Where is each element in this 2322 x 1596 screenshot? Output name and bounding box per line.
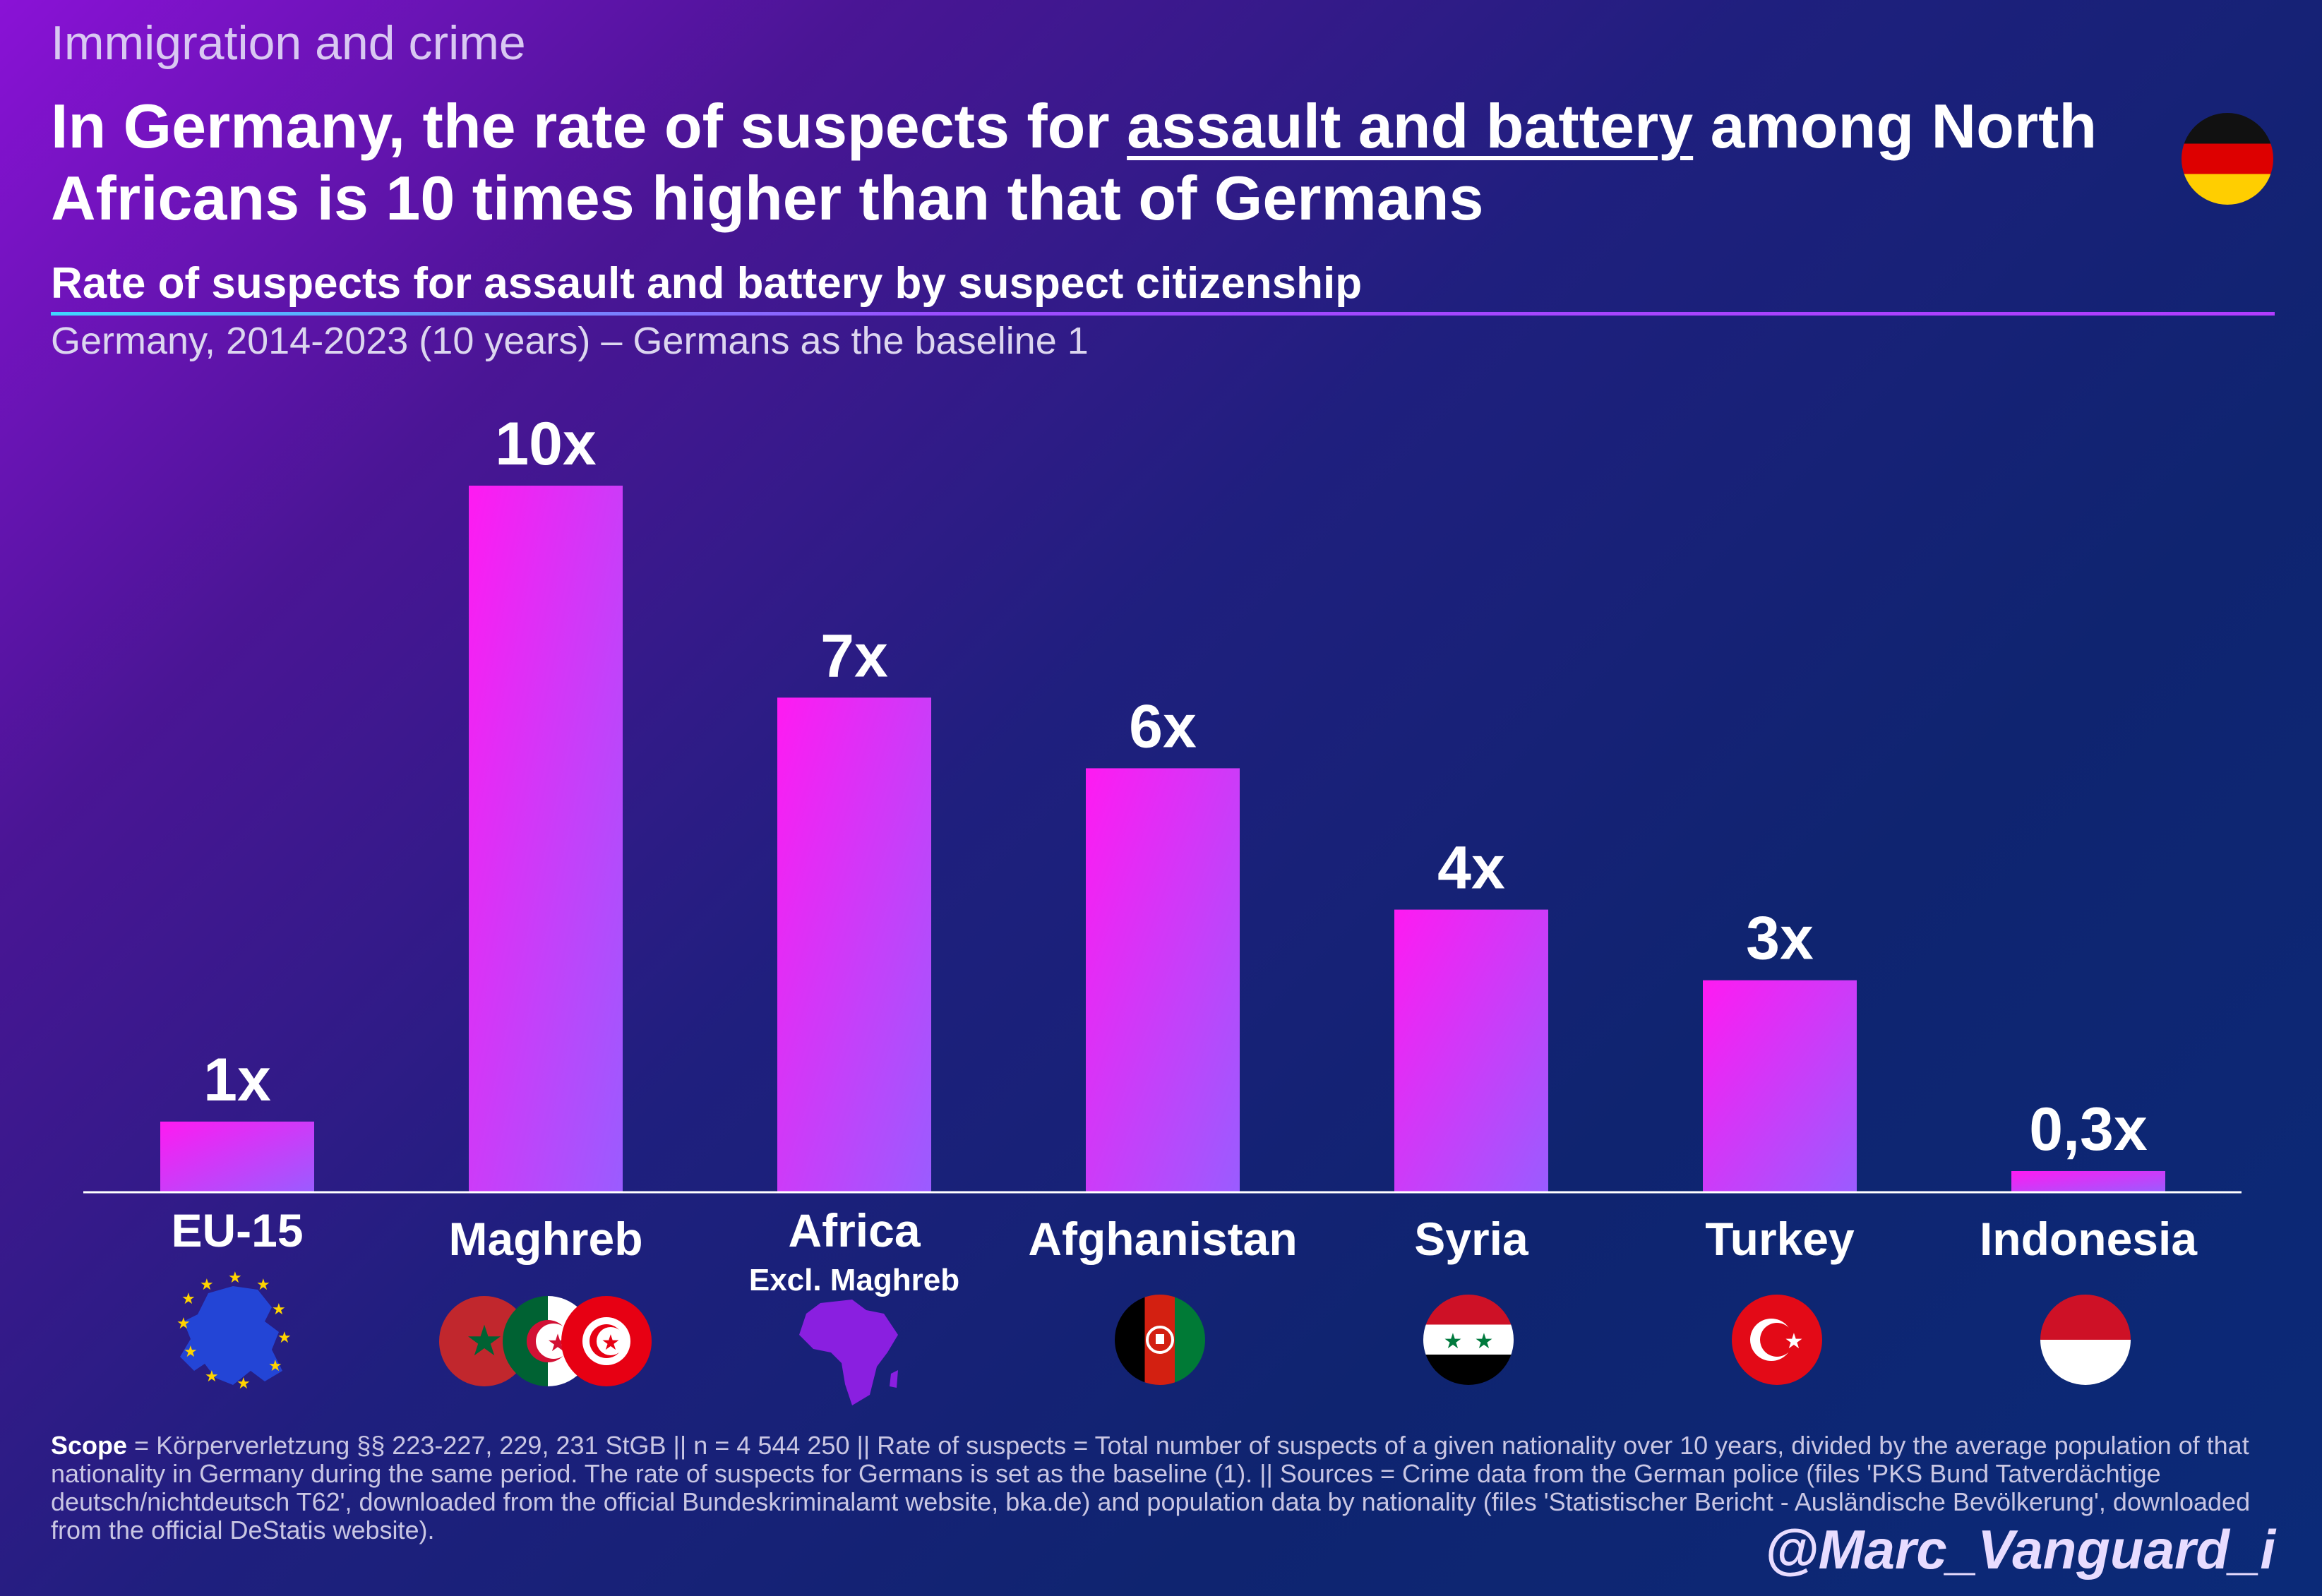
x-tick-label: EU-15 xyxy=(171,1204,303,1256)
data-label: 6x xyxy=(1129,692,1197,760)
bar-africa xyxy=(777,697,931,1192)
headline-part-2: among North Africans is 10 times higher … xyxy=(51,91,2097,233)
x-tick-label: Turkey xyxy=(1705,1213,1855,1265)
x-tick-label: Afghanistan xyxy=(1028,1213,1297,1265)
svg-text:★: ★ xyxy=(268,1357,282,1375)
eu-map-icon: ★ ★ ★ ★★★ ★★★ ★★ xyxy=(176,1269,292,1393)
data-label: 10x xyxy=(495,410,597,478)
svg-text:★: ★ xyxy=(602,1331,621,1355)
chart-scope-line: Germany, 2014-2023 (10 years) – Germans … xyxy=(51,320,1089,362)
svg-text:★: ★ xyxy=(272,1301,286,1319)
svg-text:★: ★ xyxy=(1444,1329,1463,1354)
indonesia-flag-icon xyxy=(2040,1295,2131,1385)
divider xyxy=(51,312,2275,316)
x-tick-label: Maghreb xyxy=(448,1213,642,1265)
data-label: 3x xyxy=(1746,905,1814,973)
svg-text:★: ★ xyxy=(205,1368,219,1386)
afghanistan-flag-icon xyxy=(1115,1295,1205,1385)
footnote-scope-label: Scope xyxy=(51,1431,128,1460)
data-label: 0,3x xyxy=(2029,1096,2148,1163)
svg-text:★: ★ xyxy=(277,1329,292,1347)
x-tick-sublabel: Excl. Maghreb xyxy=(749,1263,959,1297)
headline: In Germany, the rate of suspects for ass… xyxy=(51,90,2098,234)
svg-text:★: ★ xyxy=(465,1316,503,1366)
syria-flag-icon: ★ ★ xyxy=(1423,1295,1514,1385)
svg-text:★: ★ xyxy=(1475,1329,1494,1354)
svg-text:★: ★ xyxy=(184,1343,198,1361)
bar-syria xyxy=(1394,909,1548,1192)
x-tick-label: Africa xyxy=(788,1204,921,1256)
headline-part-1: In Germany, the rate of suspects for xyxy=(51,91,1127,161)
svg-text:★: ★ xyxy=(237,1375,251,1393)
svg-text:★: ★ xyxy=(228,1269,242,1287)
bar-indonesia xyxy=(2011,1170,2165,1192)
author-handle: @Marc_Vanguard_i xyxy=(1764,1518,2275,1580)
bar-turkey xyxy=(1703,980,1857,1192)
kicker: Immigration and crime xyxy=(51,16,526,70)
x-tick-label: Syria xyxy=(1414,1213,1529,1265)
bar-afghanistan xyxy=(1086,768,1240,1192)
x-tick-label: Indonesia xyxy=(1980,1213,2198,1265)
tunisia-flag-icon: ★ xyxy=(561,1296,652,1386)
data-label: 4x xyxy=(1437,834,1505,902)
footnote: Scope = Körperverletzung §§ 223-227, 229… xyxy=(51,1432,2275,1544)
headline-emphasis: assault and battery xyxy=(1127,91,1694,161)
bar-eu-15 xyxy=(160,1121,314,1192)
data-label: 7x xyxy=(820,622,888,690)
germany-flag-icon xyxy=(2182,113,2273,205)
svg-text:★: ★ xyxy=(256,1276,270,1294)
africa-map-icon xyxy=(799,1300,898,1405)
data-label: 1x xyxy=(203,1046,271,1114)
chart-subtitle: Rate of suspects for assault and battery… xyxy=(51,259,1363,308)
svg-text:★: ★ xyxy=(1785,1329,1804,1354)
turkey-flag-icon: ★ xyxy=(1732,1295,1822,1385)
svg-text:★: ★ xyxy=(176,1315,191,1333)
svg-text:★: ★ xyxy=(181,1290,196,1308)
svg-text:★: ★ xyxy=(200,1276,214,1294)
footnote-text: = Körperverletzung §§ 223-227, 229, 231 … xyxy=(51,1431,2251,1544)
bar-maghreb xyxy=(469,486,623,1192)
